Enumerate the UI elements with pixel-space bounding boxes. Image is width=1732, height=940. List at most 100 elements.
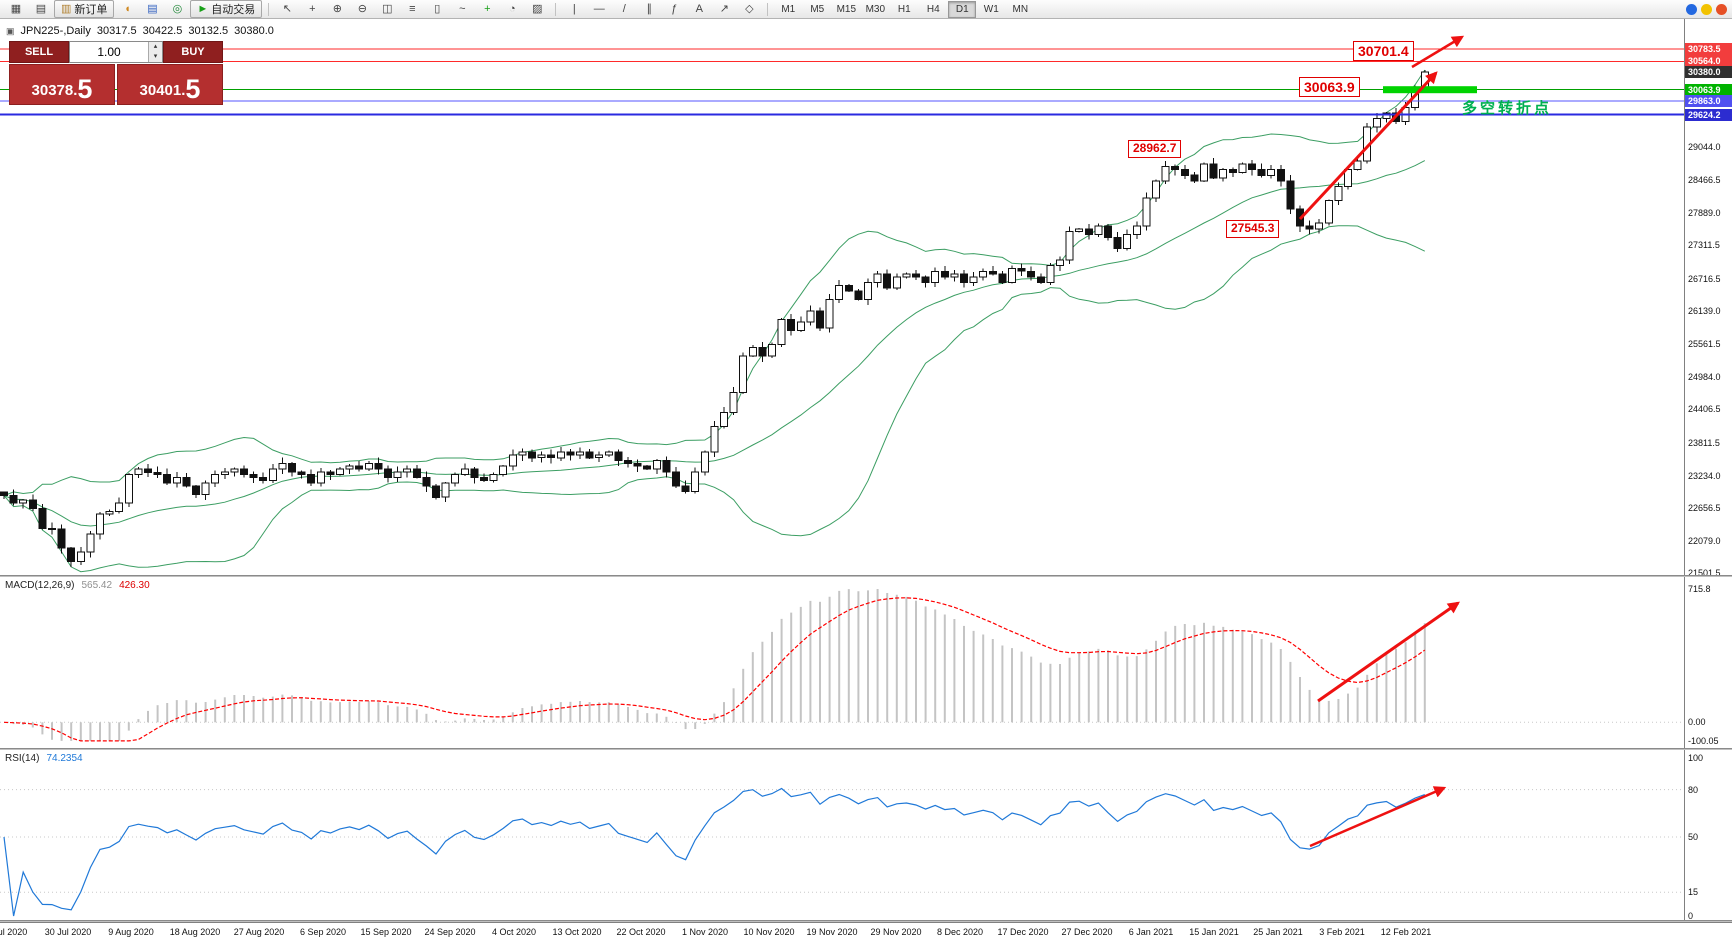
status-dots <box>1686 4 1727 15</box>
line-chart-button[interactable]: ~ <box>450 0 474 18</box>
date-label: 30 Jul 2020 <box>44 927 92 937</box>
chart-close-value: 30380.0 <box>234 25 274 37</box>
one-click-trading-widget: SELL ▴ ▾ BUY 30378. 5 30401. 5 <box>9 41 223 105</box>
timeframe-d1-button[interactable]: D1 <box>948 0 977 18</box>
volume-down-button[interactable]: ▾ <box>148 52 162 62</box>
new-chart-icon: ▦ <box>10 2 22 15</box>
zoom-out-button[interactable]: ⊖ <box>350 0 374 18</box>
fibonacci-tool[interactable]: ƒ <box>662 0 686 18</box>
macd-label-text: MACD(12,26,9) <box>5 580 75 591</box>
cursor-button[interactable]: ↖ <box>275 0 299 18</box>
status-dot-red <box>1716 4 1727 15</box>
macd-signal-value: 426.30 <box>119 580 150 591</box>
turning-point-label: 多空转折点 <box>1462 100 1553 117</box>
date-label: 10 Nov 2020 <box>743 927 795 937</box>
toolbar-separator <box>767 2 769 16</box>
market-watch-button[interactable]: ▤ <box>140 0 164 18</box>
price-annotation-30701.4[interactable]: 30701.4 <box>1353 41 1414 62</box>
date-label: 18 Aug 2020 <box>169 927 221 937</box>
sell-price-button[interactable]: 30378. 5 <box>9 64 115 105</box>
cursor-icon: ↖ <box>282 2 292 15</box>
timeframe-m5-button[interactable]: M5 <box>810 3 825 15</box>
buy-price-button[interactable]: 30401. 5 <box>117 64 223 105</box>
price-annotation-30063.9[interactable]: 30063.9 <box>1299 77 1360 98</box>
timeframe-h1-button[interactable]: H1 <box>897 3 911 15</box>
candle-chart-button[interactable]: ▯ <box>425 0 449 18</box>
date-label: 1 Nov 2020 <box>681 927 729 937</box>
rsi-axis-label: 100 <box>1688 753 1704 763</box>
add-indicator-button[interactable]: + <box>475 0 499 18</box>
timeframe-w1-button[interactable]: W1 <box>983 3 999 15</box>
trendline-tool[interactable]: / <box>612 0 636 18</box>
price-tag-30380.0: 30380.0 <box>1685 66 1732 78</box>
shapes-tool[interactable]: ◇ <box>737 0 761 18</box>
chart-open-value: 30317.5 <box>96 25 137 37</box>
price-tick: 24984.0 <box>1688 372 1721 382</box>
text-tool[interactable]: A <box>687 0 711 18</box>
trendline-icon: / <box>622 2 626 15</box>
highlight-bar[interactable] <box>1383 86 1477 94</box>
macd-chart[interactable] <box>0 577 1684 748</box>
panel-splitter-rsi-dates[interactable] <box>0 920 1732 922</box>
navigator-icon: ◎ <box>172 2 183 15</box>
timeframe-mn-button[interactable]: MN <box>1012 3 1029 15</box>
volume-input[interactable] <box>70 42 148 62</box>
new-chart-button[interactable]: ▦ <box>4 0 28 18</box>
alerts-button[interactable]: ◖ <box>115 0 139 18</box>
templates-button[interactable]: ▨ <box>525 0 549 18</box>
chart-icon: ▣ <box>6 25 15 36</box>
timeframe-m15-button[interactable]: M15 <box>836 3 857 15</box>
arrow-tool[interactable]: ↗ <box>712 0 736 18</box>
price-chart[interactable] <box>0 19 1684 575</box>
timeframe-m1-button[interactable]: M1 <box>781 3 796 15</box>
sell-button[interactable]: SELL <box>9 41 69 63</box>
price-axis[interactable]: 29044.0 28466.5 27889.0 27311.5 26716.5 26139… <box>1684 19 1732 578</box>
shapes-icon: ◇ <box>745 2 754 15</box>
panel-splitter-macd-rsi[interactable] <box>0 748 1732 750</box>
horizontal-line-icon: — <box>593 2 605 15</box>
crosshair-button[interactable]: + <box>300 0 324 18</box>
time-axis[interactable]: 21 Jul 2020 30 Jul 2020 9 Aug 2020 18 Aug 2… <box>0 922 1732 940</box>
tile-windows-button[interactable]: ◫ <box>375 0 399 18</box>
autotrading-icon: ► <box>197 2 209 15</box>
rsi-axis: 100 80 50 15 0 <box>1684 750 1732 921</box>
chart-low-value: 30132.5 <box>188 25 229 37</box>
periods-button[interactable]: ◔ <box>500 0 524 18</box>
price-annotation-28962.7[interactable]: 28962.7 <box>1128 140 1182 158</box>
bar-chart-button[interactable]: ≡ <box>400 0 424 18</box>
channel-tool[interactable]: ∥ <box>637 0 661 18</box>
price-annotation-27545.3[interactable]: 27545.3 <box>1226 220 1280 238</box>
new-order-button[interactable]: ▥ 新订单 <box>54 0 115 18</box>
date-label: 6 Jan 2021 <box>1128 927 1174 937</box>
market-watch-icon: ▤ <box>147 2 158 15</box>
breakout-arrow[interactable] <box>1411 35 1465 69</box>
chart-high-value: 30422.5 <box>142 25 183 37</box>
volume-up-button[interactable]: ▴ <box>148 42 162 52</box>
date-label: 29 Nov 2020 <box>870 927 922 937</box>
toolbar-separator <box>268 2 270 16</box>
date-label: 15 Sep 2020 <box>360 927 412 937</box>
navigator-button[interactable]: ◎ <box>165 0 189 18</box>
rsi-trend-arrow[interactable] <box>1309 786 1447 848</box>
profiles-button[interactable]: ▤ <box>29 0 53 18</box>
buy-button[interactable]: BUY <box>163 41 223 63</box>
chart-header: ▣ JPN225-,Daily 30317.5 30422.5 30132.5 … <box>6 25 274 37</box>
price-tick: 23811.5 <box>1688 438 1720 448</box>
timeframe-m30-button[interactable]: M30 <box>865 3 886 15</box>
main-trend-arrow[interactable] <box>1298 71 1438 221</box>
horizontal-line-tool[interactable]: — <box>587 0 611 18</box>
text-icon: A <box>695 2 703 15</box>
vertical-line-tool[interactable]: | <box>562 0 586 18</box>
rsi-panel: 100 80 50 15 0 RSI(14) 74.2354 <box>0 750 1732 921</box>
zoom-in-button[interactable]: ⊕ <box>325 0 349 18</box>
timeframe-h4-button[interactable]: H4 <box>926 3 940 15</box>
panel-splitter-main-macd[interactable] <box>0 575 1732 577</box>
alerts-icon: ◖ <box>124 2 131 15</box>
date-label: 17 Dec 2020 <box>997 927 1049 937</box>
rsi-chart[interactable] <box>0 750 1684 920</box>
date-label: 4 Oct 2020 <box>491 927 537 937</box>
autotrading-button[interactable]: ► 自动交易 <box>190 0 263 18</box>
volume-field: ▴ ▾ <box>69 41 163 63</box>
price-tick: 21501.5 <box>1688 568 1721 578</box>
macd-trend-arrow[interactable] <box>1317 601 1460 703</box>
